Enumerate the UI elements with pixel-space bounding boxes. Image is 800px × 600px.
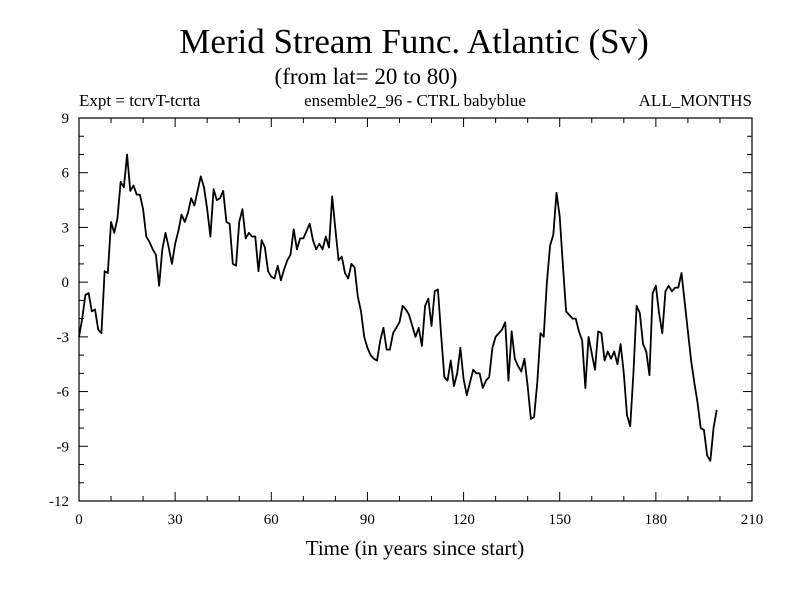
y-tick-label: 6	[62, 166, 70, 182]
chart-subtitle: (from lat= 20 to 80)	[275, 64, 458, 89]
x-axis-label: Time (in years since start)	[306, 536, 525, 560]
y-tick-label: -12	[49, 494, 69, 510]
annotation-ensemble: ensemble2_96 - CTRL babyblue	[304, 91, 526, 110]
x-tick-label: 120	[452, 512, 475, 528]
x-tick-label: 150	[548, 512, 571, 528]
axis-tick-labels: 0 30 60 90 120 150 180 210 -12 -9 -6 -3 0 3 6 9	[49, 111, 763, 528]
y-tick-label: 9	[62, 111, 70, 127]
plot-frame	[78, 117, 753, 502]
y-tick-label: 3	[62, 220, 70, 236]
x-tick-label: 210	[741, 512, 764, 528]
y-tick-label: -9	[57, 439, 70, 455]
x-tick-label: 0	[75, 512, 83, 528]
chart-title: Merid Stream Func. Atlantic (Sv)	[179, 22, 649, 61]
y-tick-label: -3	[57, 330, 70, 346]
series-line	[78, 153, 718, 462]
y-tick-label: 0	[62, 275, 70, 291]
x-tick-label: 30	[168, 512, 183, 528]
axis-ticks	[78, 117, 753, 502]
y-tick-label: -6	[57, 385, 70, 401]
x-tick-label: 60	[264, 512, 279, 528]
annotation-expt: Expt = tcrvT-tcrta	[79, 91, 201, 110]
x-tick-label: 180	[645, 512, 668, 528]
x-tick-label: 90	[360, 512, 375, 528]
annotation-months: ALL_MONTHS	[639, 91, 752, 110]
